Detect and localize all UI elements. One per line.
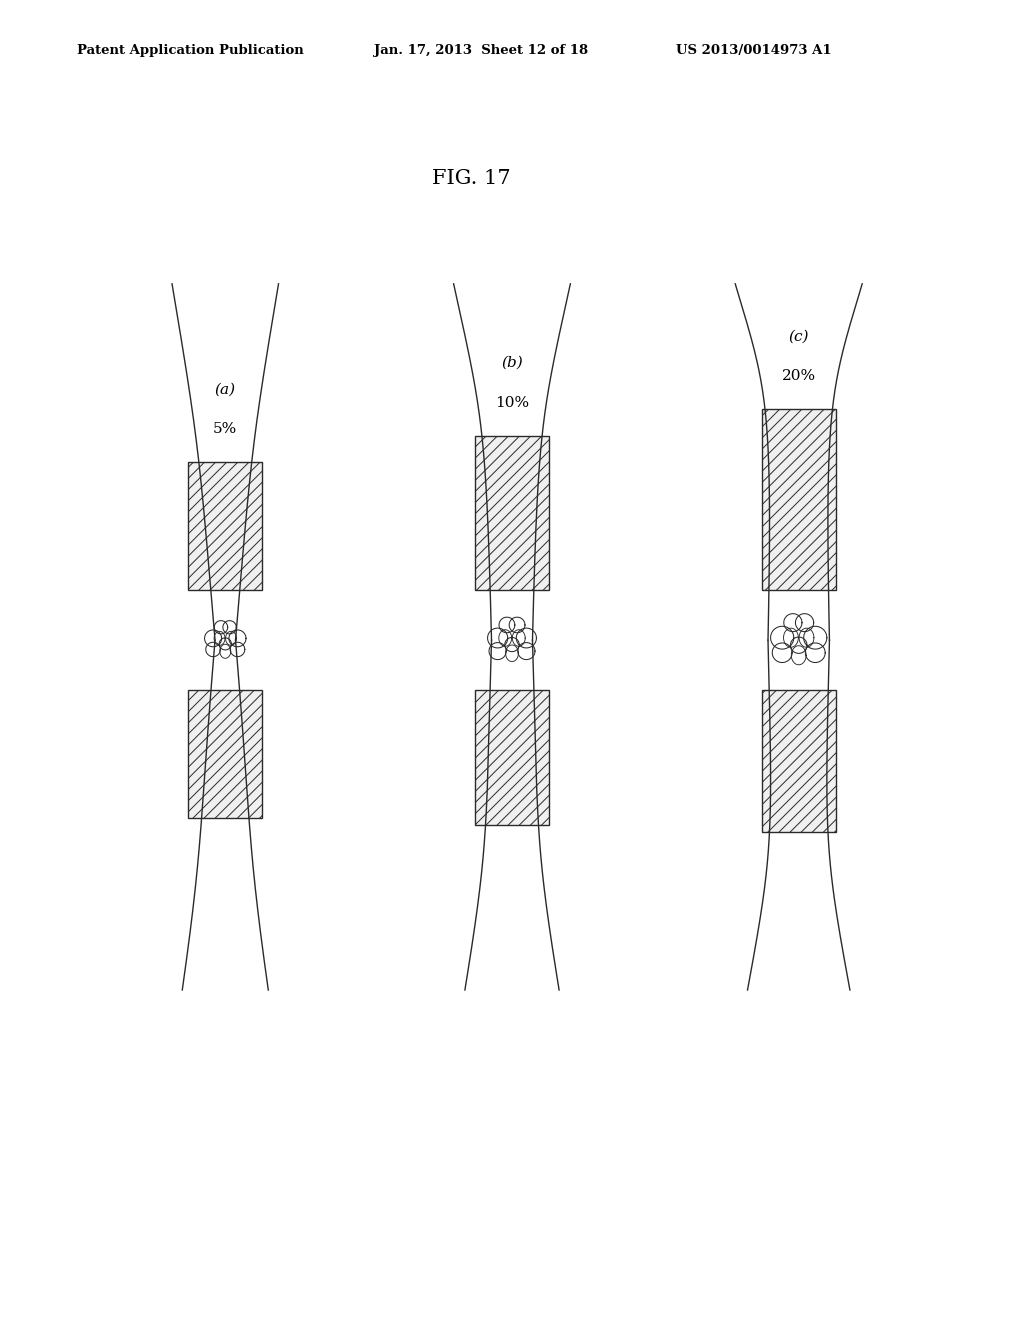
- Text: (c): (c): [788, 330, 809, 343]
- Polygon shape: [762, 690, 836, 832]
- Text: Jan. 17, 2013  Sheet 12 of 18: Jan. 17, 2013 Sheet 12 of 18: [374, 44, 588, 57]
- Polygon shape: [188, 690, 262, 818]
- Text: Patent Application Publication: Patent Application Publication: [77, 44, 303, 57]
- Text: 10%: 10%: [495, 396, 529, 409]
- Text: (b): (b): [501, 356, 523, 370]
- Text: US 2013/0014973 A1: US 2013/0014973 A1: [676, 44, 831, 57]
- Polygon shape: [762, 409, 836, 590]
- Polygon shape: [475, 436, 549, 590]
- Text: (a): (a): [215, 383, 236, 396]
- Text: 5%: 5%: [213, 422, 238, 436]
- Polygon shape: [188, 462, 262, 590]
- Text: 20%: 20%: [781, 370, 816, 383]
- Polygon shape: [475, 690, 549, 825]
- Text: FIG. 17: FIG. 17: [432, 169, 510, 187]
